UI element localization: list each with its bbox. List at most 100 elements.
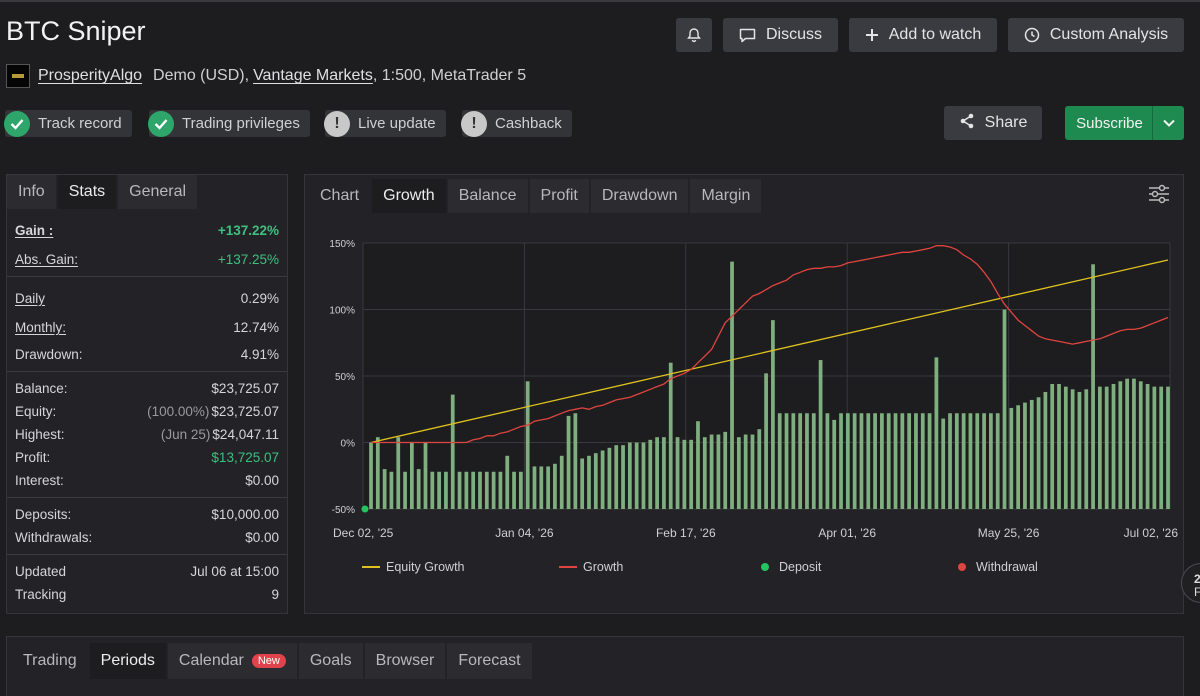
chart-bar (1036, 397, 1041, 509)
tab-drawdown[interactable]: Drawdown (590, 179, 689, 213)
chart-bar (600, 450, 605, 509)
chart-bar (1084, 389, 1089, 509)
chart-bar (382, 469, 387, 509)
chart-bar (941, 418, 946, 509)
tab-general[interactable]: General (118, 175, 198, 209)
tab-chart[interactable]: Chart (320, 187, 360, 204)
custom-analysis-button[interactable]: Custom Analysis (1008, 18, 1184, 52)
chart-bar (1138, 381, 1143, 509)
check-icon (148, 110, 174, 137)
broker-link[interactable]: Vantage Markets (253, 67, 373, 84)
badge-trading-privileges[interactable]: Trading privileges (148, 110, 310, 137)
chart-bar (423, 442, 428, 509)
stat-label[interactable]: Monthly: (15, 320, 67, 335)
chart-bar (539, 466, 544, 509)
custom-analysis-label: Custom Analysis (1049, 26, 1169, 43)
chart-bar (873, 413, 877, 509)
chart-bar (662, 437, 666, 509)
chart-bar (757, 429, 762, 509)
badge-live-update[interactable]: ! Live update (324, 110, 446, 137)
settings-sliders-icon[interactable] (1148, 184, 1170, 209)
tab-goals[interactable]: Goals (298, 643, 363, 679)
tab-growth[interactable]: Growth (372, 179, 446, 213)
chart-bar (1152, 386, 1157, 509)
divider (7, 554, 287, 555)
chart-bar (614, 445, 619, 509)
badge-label: Track record (38, 115, 122, 132)
x-tick-label: Jan 04, '26 (495, 526, 554, 540)
chart-tabs: Chart Growth Balance Profit Drawdown Mar… (305, 179, 1183, 213)
stat-value: $13,725.07 (211, 450, 279, 465)
tab-trading[interactable]: Trading (23, 652, 77, 669)
exclamation-icon: ! (324, 110, 350, 137)
author-link[interactable]: ProsperityAlgo (38, 67, 143, 84)
stat-label[interactable]: Gain : (15, 223, 54, 238)
notify-button[interactable] (676, 18, 712, 52)
tab-info[interactable]: Info (7, 175, 56, 209)
badge-label: Live update (358, 115, 436, 132)
stat-value: $23,725.07 (211, 404, 279, 419)
chart-bar (655, 437, 659, 509)
chart-bar (1111, 383, 1116, 509)
chart-bar (982, 413, 986, 509)
chart-bar (805, 413, 809, 509)
tab-margin[interactable]: Margin (690, 179, 762, 213)
legend-withdrawal[interactable]: Withdrawal (958, 560, 1038, 574)
chart-bar (587, 455, 591, 509)
chart-bar (764, 373, 768, 509)
page-title: BTC Sniper (6, 16, 146, 46)
account-info: ProsperityAlgo Demo (USD), Vantage Marke… (6, 64, 526, 88)
badge-track-record[interactable]: Track record (4, 110, 132, 137)
chart-bar (389, 471, 394, 509)
chart-bar (907, 413, 912, 509)
chart-bar (777, 413, 782, 509)
chart-bar (641, 442, 646, 509)
stat-value: 12.74% (233, 320, 279, 335)
tab-browser[interactable]: Browser (364, 643, 446, 679)
chart-bar (478, 471, 482, 509)
tab-periods[interactable]: Periods (89, 643, 166, 679)
tab-profit[interactable]: Profit (529, 179, 589, 213)
chart-bar (995, 413, 1000, 509)
chart-bar (553, 463, 557, 509)
tab-calendar[interactable]: Calendar New (167, 643, 297, 679)
chart-bar (798, 413, 803, 509)
stat-profit: Profit: $13,725.07 (7, 446, 287, 469)
chart-bar (1016, 405, 1021, 509)
legend-deposit[interactable]: Deposit (761, 560, 821, 574)
stat-label: Withdrawals: (15, 530, 93, 545)
discuss-button[interactable]: Discuss (723, 18, 838, 52)
chart-bar (1159, 386, 1164, 509)
chart-bar (566, 415, 571, 509)
add-to-watch-button[interactable]: Add to watch (849, 18, 997, 52)
stat-value: +137.22% (217, 223, 279, 238)
tab-stats[interactable]: Stats (57, 175, 117, 209)
subscribe-button[interactable]: Subscribe (1065, 106, 1184, 140)
stat-highest: Highest: (Jun 25) $24,047.11 (7, 423, 287, 446)
chevron-down-icon[interactable] (1152, 106, 1184, 140)
chart-bar (498, 471, 503, 509)
chart-bar (1057, 383, 1061, 509)
share-button[interactable]: Share (944, 106, 1042, 140)
chart-bar (627, 442, 632, 509)
legend-equity-growth[interactable]: Equity Growth (362, 560, 465, 574)
discuss-label: Discuss (765, 26, 822, 43)
chart-bar (709, 434, 714, 509)
tab-balance[interactable]: Balance (447, 179, 528, 213)
stat-value: 4.91% (240, 347, 279, 362)
stat-label[interactable]: Abs. Gain: (15, 252, 79, 267)
chart-bar (525, 381, 530, 509)
legend-growth[interactable]: Growth (559, 560, 623, 574)
x-tick-label: Apr 01, '26 (818, 526, 876, 540)
stat-prefix: (100.00%) (147, 404, 210, 419)
stat-label[interactable]: Daily (15, 291, 46, 306)
chart-bar (621, 445, 625, 509)
chart-bar (437, 471, 441, 509)
clock-icon (1024, 27, 1040, 43)
chart-bar (880, 413, 884, 509)
chart-bar (886, 413, 891, 509)
stat-gain: Gain : +137.22% (7, 219, 287, 242)
tab-forecast[interactable]: Forecast (447, 643, 532, 679)
floating-widget-line1: 2 (1194, 572, 1200, 586)
badge-cashback[interactable]: ! Cashback (461, 110, 572, 137)
